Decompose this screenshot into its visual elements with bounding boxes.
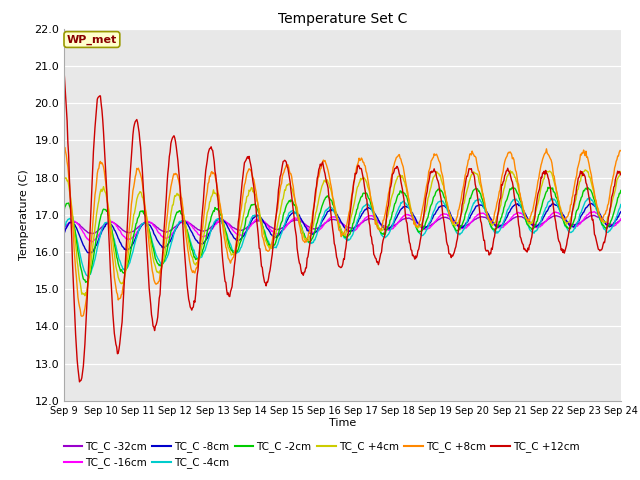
Line: TC_C +4cm: TC_C +4cm bbox=[64, 170, 621, 296]
TC_C -16cm bbox=[70, 218, 78, 224]
TC_C -8cm bbox=[87, 250, 95, 256]
TC_C -16cm bbox=[60, 229, 68, 235]
TC_C -4cm bbox=[70, 225, 78, 230]
Line: TC_C -16cm: TC_C -16cm bbox=[64, 212, 621, 242]
TC_C -32cm bbox=[428, 222, 435, 228]
TC_C -32cm bbox=[128, 228, 136, 234]
TC_C -4cm bbox=[411, 219, 419, 225]
TC_C +4cm bbox=[70, 227, 78, 233]
TC_C -32cm bbox=[60, 225, 68, 231]
TC_C +4cm bbox=[214, 197, 222, 203]
TC_C -4cm bbox=[214, 216, 222, 222]
TC_C +12cm bbox=[70, 297, 78, 303]
TC_C +12cm bbox=[411, 256, 419, 262]
Line: TC_C -2cm: TC_C -2cm bbox=[64, 187, 621, 282]
TC_C -32cm bbox=[185, 220, 193, 226]
TC_C -2cm bbox=[214, 207, 222, 213]
TC_C +12cm bbox=[617, 172, 625, 178]
TC_C -16cm bbox=[591, 209, 598, 215]
TC_C +4cm bbox=[428, 184, 435, 190]
TC_C +8cm bbox=[617, 148, 625, 154]
TC_C -32cm bbox=[214, 219, 222, 225]
TC_C -16cm bbox=[411, 217, 419, 223]
TC_C +12cm bbox=[214, 198, 222, 204]
TC_C +4cm bbox=[185, 239, 193, 245]
Line: TC_C -32cm: TC_C -32cm bbox=[64, 216, 621, 234]
Line: TC_C -8cm: TC_C -8cm bbox=[64, 203, 621, 253]
TC_C -4cm bbox=[586, 194, 594, 200]
TC_C -16cm bbox=[617, 216, 625, 222]
Line: TC_C +8cm: TC_C +8cm bbox=[64, 147, 621, 316]
TC_C +8cm bbox=[186, 257, 193, 263]
TC_C +8cm bbox=[78, 313, 86, 319]
TC_C +8cm bbox=[428, 157, 436, 163]
TC_C -2cm bbox=[411, 220, 419, 226]
TC_C -32cm bbox=[617, 216, 625, 222]
TC_C +12cm bbox=[128, 142, 136, 148]
TC_C +4cm bbox=[581, 167, 589, 173]
TC_C +8cm bbox=[61, 144, 68, 150]
TC_C +8cm bbox=[60, 147, 68, 153]
TC_C -8cm bbox=[428, 218, 435, 224]
TC_C -2cm bbox=[70, 222, 78, 228]
TC_C -16cm bbox=[214, 219, 222, 225]
TC_C +12cm bbox=[76, 379, 83, 385]
TC_C -2cm bbox=[509, 184, 516, 190]
TC_C -2cm bbox=[128, 240, 136, 246]
TC_C +8cm bbox=[129, 188, 137, 193]
TC_C +4cm bbox=[60, 176, 68, 181]
TC_C -2cm bbox=[185, 235, 193, 241]
X-axis label: Time: Time bbox=[329, 419, 356, 429]
TC_C -8cm bbox=[60, 231, 68, 237]
TC_C +12cm bbox=[60, 67, 68, 73]
TC_C -8cm bbox=[70, 222, 78, 228]
TC_C +4cm bbox=[617, 169, 625, 175]
TC_C -8cm bbox=[617, 209, 625, 215]
TC_C +4cm bbox=[81, 293, 89, 299]
Text: WP_met: WP_met bbox=[67, 35, 117, 45]
TC_C -32cm bbox=[89, 231, 97, 237]
Legend: TC_C -32cm, TC_C -16cm, TC_C -8cm, TC_C -4cm, TC_C -2cm, TC_C +4cm, TC_C +8cm, T: TC_C -32cm, TC_C -16cm, TC_C -8cm, TC_C … bbox=[63, 441, 580, 468]
Line: TC_C +12cm: TC_C +12cm bbox=[64, 70, 621, 382]
TC_C +8cm bbox=[215, 193, 223, 199]
TC_C -8cm bbox=[185, 224, 193, 229]
TC_C -2cm bbox=[82, 279, 90, 285]
Title: Temperature Set C: Temperature Set C bbox=[278, 12, 407, 26]
TC_C -4cm bbox=[128, 251, 136, 257]
TC_C -8cm bbox=[214, 216, 222, 222]
TC_C +12cm bbox=[428, 170, 435, 176]
Line: TC_C -4cm: TC_C -4cm bbox=[64, 197, 621, 276]
TC_C -32cm bbox=[411, 218, 419, 224]
TC_C +12cm bbox=[185, 296, 193, 302]
TC_C -4cm bbox=[185, 232, 193, 238]
TC_C -4cm bbox=[428, 216, 435, 222]
TC_C -32cm bbox=[70, 219, 78, 225]
TC_C -16cm bbox=[88, 239, 96, 245]
TC_C -4cm bbox=[84, 274, 92, 279]
TC_C -8cm bbox=[128, 242, 136, 248]
TC_C -16cm bbox=[128, 235, 136, 240]
TC_C -8cm bbox=[550, 200, 557, 206]
TC_C +8cm bbox=[71, 255, 79, 261]
TC_C -2cm bbox=[428, 202, 435, 208]
TC_C -8cm bbox=[411, 214, 419, 220]
TC_C +8cm bbox=[412, 223, 419, 229]
TC_C -4cm bbox=[617, 202, 625, 207]
Y-axis label: Temperature (C): Temperature (C) bbox=[19, 169, 29, 260]
TC_C +4cm bbox=[411, 219, 419, 225]
TC_C +4cm bbox=[128, 224, 136, 230]
TC_C -4cm bbox=[60, 228, 68, 233]
TC_C -16cm bbox=[185, 219, 193, 225]
TC_C -16cm bbox=[428, 224, 435, 229]
TC_C -2cm bbox=[60, 208, 68, 214]
TC_C -2cm bbox=[617, 188, 625, 193]
TC_C -32cm bbox=[589, 213, 596, 218]
